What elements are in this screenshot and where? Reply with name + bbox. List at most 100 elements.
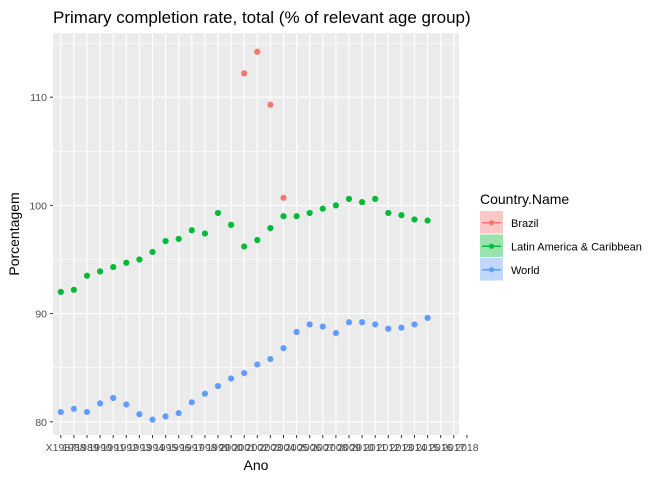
- x-tick-label: 1998: [193, 442, 217, 454]
- point-latin-america-caribbean: [214, 209, 222, 217]
- point-world: [228, 375, 235, 382]
- grid-minor: [53, 42, 459, 368]
- point-latin-america-caribbean: [201, 230, 208, 237]
- x-tick-label: 1989: [75, 442, 99, 454]
- point-latin-america-caribbean: [110, 263, 117, 271]
- point-latin-america-caribbean: [175, 235, 182, 243]
- x-tick-label: 2013: [390, 442, 414, 454]
- point-latin-america-caribbean: [372, 195, 379, 203]
- x-tick-label: 2004: [272, 442, 296, 454]
- point-brazil: [280, 194, 287, 201]
- point-latin-america-caribbean: [228, 221, 235, 228]
- point-latin-america-caribbean: [306, 209, 313, 217]
- point-world: [70, 405, 77, 412]
- point-world: [411, 321, 418, 328]
- point-latin-america-caribbean: [267, 225, 274, 232]
- x-tick-label: 1992: [115, 442, 139, 454]
- x-tick-label: 2005: [285, 442, 309, 454]
- point-latin-america-caribbean: [97, 268, 104, 275]
- legend-key-point: [488, 243, 495, 249]
- point-world: [280, 345, 287, 352]
- x-tick-label: 2006: [298, 442, 322, 454]
- point-world: [214, 382, 222, 390]
- y-tick-label: 80: [35, 417, 47, 429]
- y-tick-label: 90: [35, 309, 47, 321]
- x-tick-label: 2003: [259, 442, 283, 454]
- x-tick-label: 2016: [429, 442, 453, 454]
- x-tick-label: 2015: [416, 442, 440, 454]
- point-world: [345, 319, 353, 326]
- point-latin-america-caribbean: [162, 238, 169, 245]
- point-world: [149, 416, 156, 423]
- x-tick-label: 1996: [167, 442, 191, 454]
- x-axis: X198719881989199019911992199319941995199…: [46, 435, 479, 454]
- point-brazil: [267, 101, 274, 108]
- point-world: [424, 314, 431, 322]
- point-latin-america-caribbean: [188, 227, 195, 234]
- legend-key-point: [488, 267, 495, 273]
- x-tick-label: 1999: [206, 442, 230, 454]
- x-tick-label: 2000: [219, 442, 243, 454]
- point-latin-america-caribbean: [424, 217, 431, 224]
- chart-title: Primary completion rate, total (% of rel…: [53, 8, 471, 27]
- x-tick-label: 2014: [403, 442, 427, 454]
- point-world: [372, 321, 379, 328]
- x-tick-label: 2010: [350, 442, 374, 454]
- point-latin-america-caribbean: [280, 213, 287, 220]
- x-tick-label: 2018: [455, 442, 479, 454]
- data-points: [57, 48, 431, 423]
- point-latin-america-caribbean: [57, 288, 64, 296]
- point-latin-america-caribbean: [332, 202, 339, 209]
- y-axis-title: Porcentagem: [6, 192, 22, 275]
- point-world: [175, 410, 182, 417]
- point-brazil: [241, 70, 248, 77]
- x-tick-label: 1994: [141, 442, 165, 454]
- x-tick-label: 2009: [337, 442, 361, 454]
- point-latin-america-caribbean: [241, 243, 248, 250]
- point-world: [57, 408, 64, 416]
- grid-major: [53, 33, 468, 435]
- point-brazil: [254, 48, 261, 55]
- point-world: [188, 399, 195, 406]
- x-tick-label: 1991: [102, 442, 126, 454]
- point-world: [319, 323, 326, 330]
- x-tick-label: 1988: [62, 442, 86, 454]
- point-world: [123, 401, 130, 408]
- x-tick-label: 2008: [324, 442, 348, 454]
- x-tick-label: 2011: [364, 442, 387, 454]
- point-world: [385, 325, 392, 332]
- point-latin-america-caribbean: [136, 256, 143, 263]
- x-tick-label: X1987: [46, 442, 77, 454]
- point-latin-america-caribbean: [123, 259, 130, 266]
- point-world: [306, 321, 313, 328]
- point-latin-america-caribbean: [83, 272, 91, 279]
- point-latin-america-caribbean: [345, 195, 353, 203]
- legend-key-point: [488, 220, 495, 226]
- x-tick-label: 1995: [154, 442, 178, 454]
- point-latin-america-caribbean: [359, 199, 366, 206]
- x-axis-title: Ano: [244, 457, 269, 473]
- point-world: [398, 324, 405, 331]
- point-world: [97, 400, 104, 407]
- point-world: [359, 319, 366, 326]
- point-latin-america-caribbean: [319, 205, 326, 212]
- x-tick-label: 2007: [311, 442, 335, 454]
- legend-label-brazil: Brazil: [511, 218, 539, 230]
- point-latin-america-caribbean: [398, 212, 405, 219]
- point-world: [293, 328, 300, 336]
- point-world: [267, 355, 274, 363]
- point-world: [332, 329, 339, 337]
- point-latin-america-caribbean: [254, 236, 261, 244]
- x-tick-label: 2001: [233, 442, 257, 454]
- point-world: [254, 361, 261, 368]
- legend: Country.Name Brazil Latin America & Carib…: [480, 191, 642, 281]
- plot-panel: [53, 33, 459, 435]
- point-latin-america-caribbean: [385, 209, 392, 217]
- legend-label-world: World: [511, 265, 540, 277]
- x-tick-label: 2012: [377, 442, 401, 454]
- point-latin-america-caribbean: [293, 213, 300, 220]
- point-world: [201, 390, 208, 397]
- point-world: [241, 370, 248, 377]
- point-latin-america-caribbean: [411, 216, 418, 223]
- point-latin-america-caribbean: [149, 248, 156, 256]
